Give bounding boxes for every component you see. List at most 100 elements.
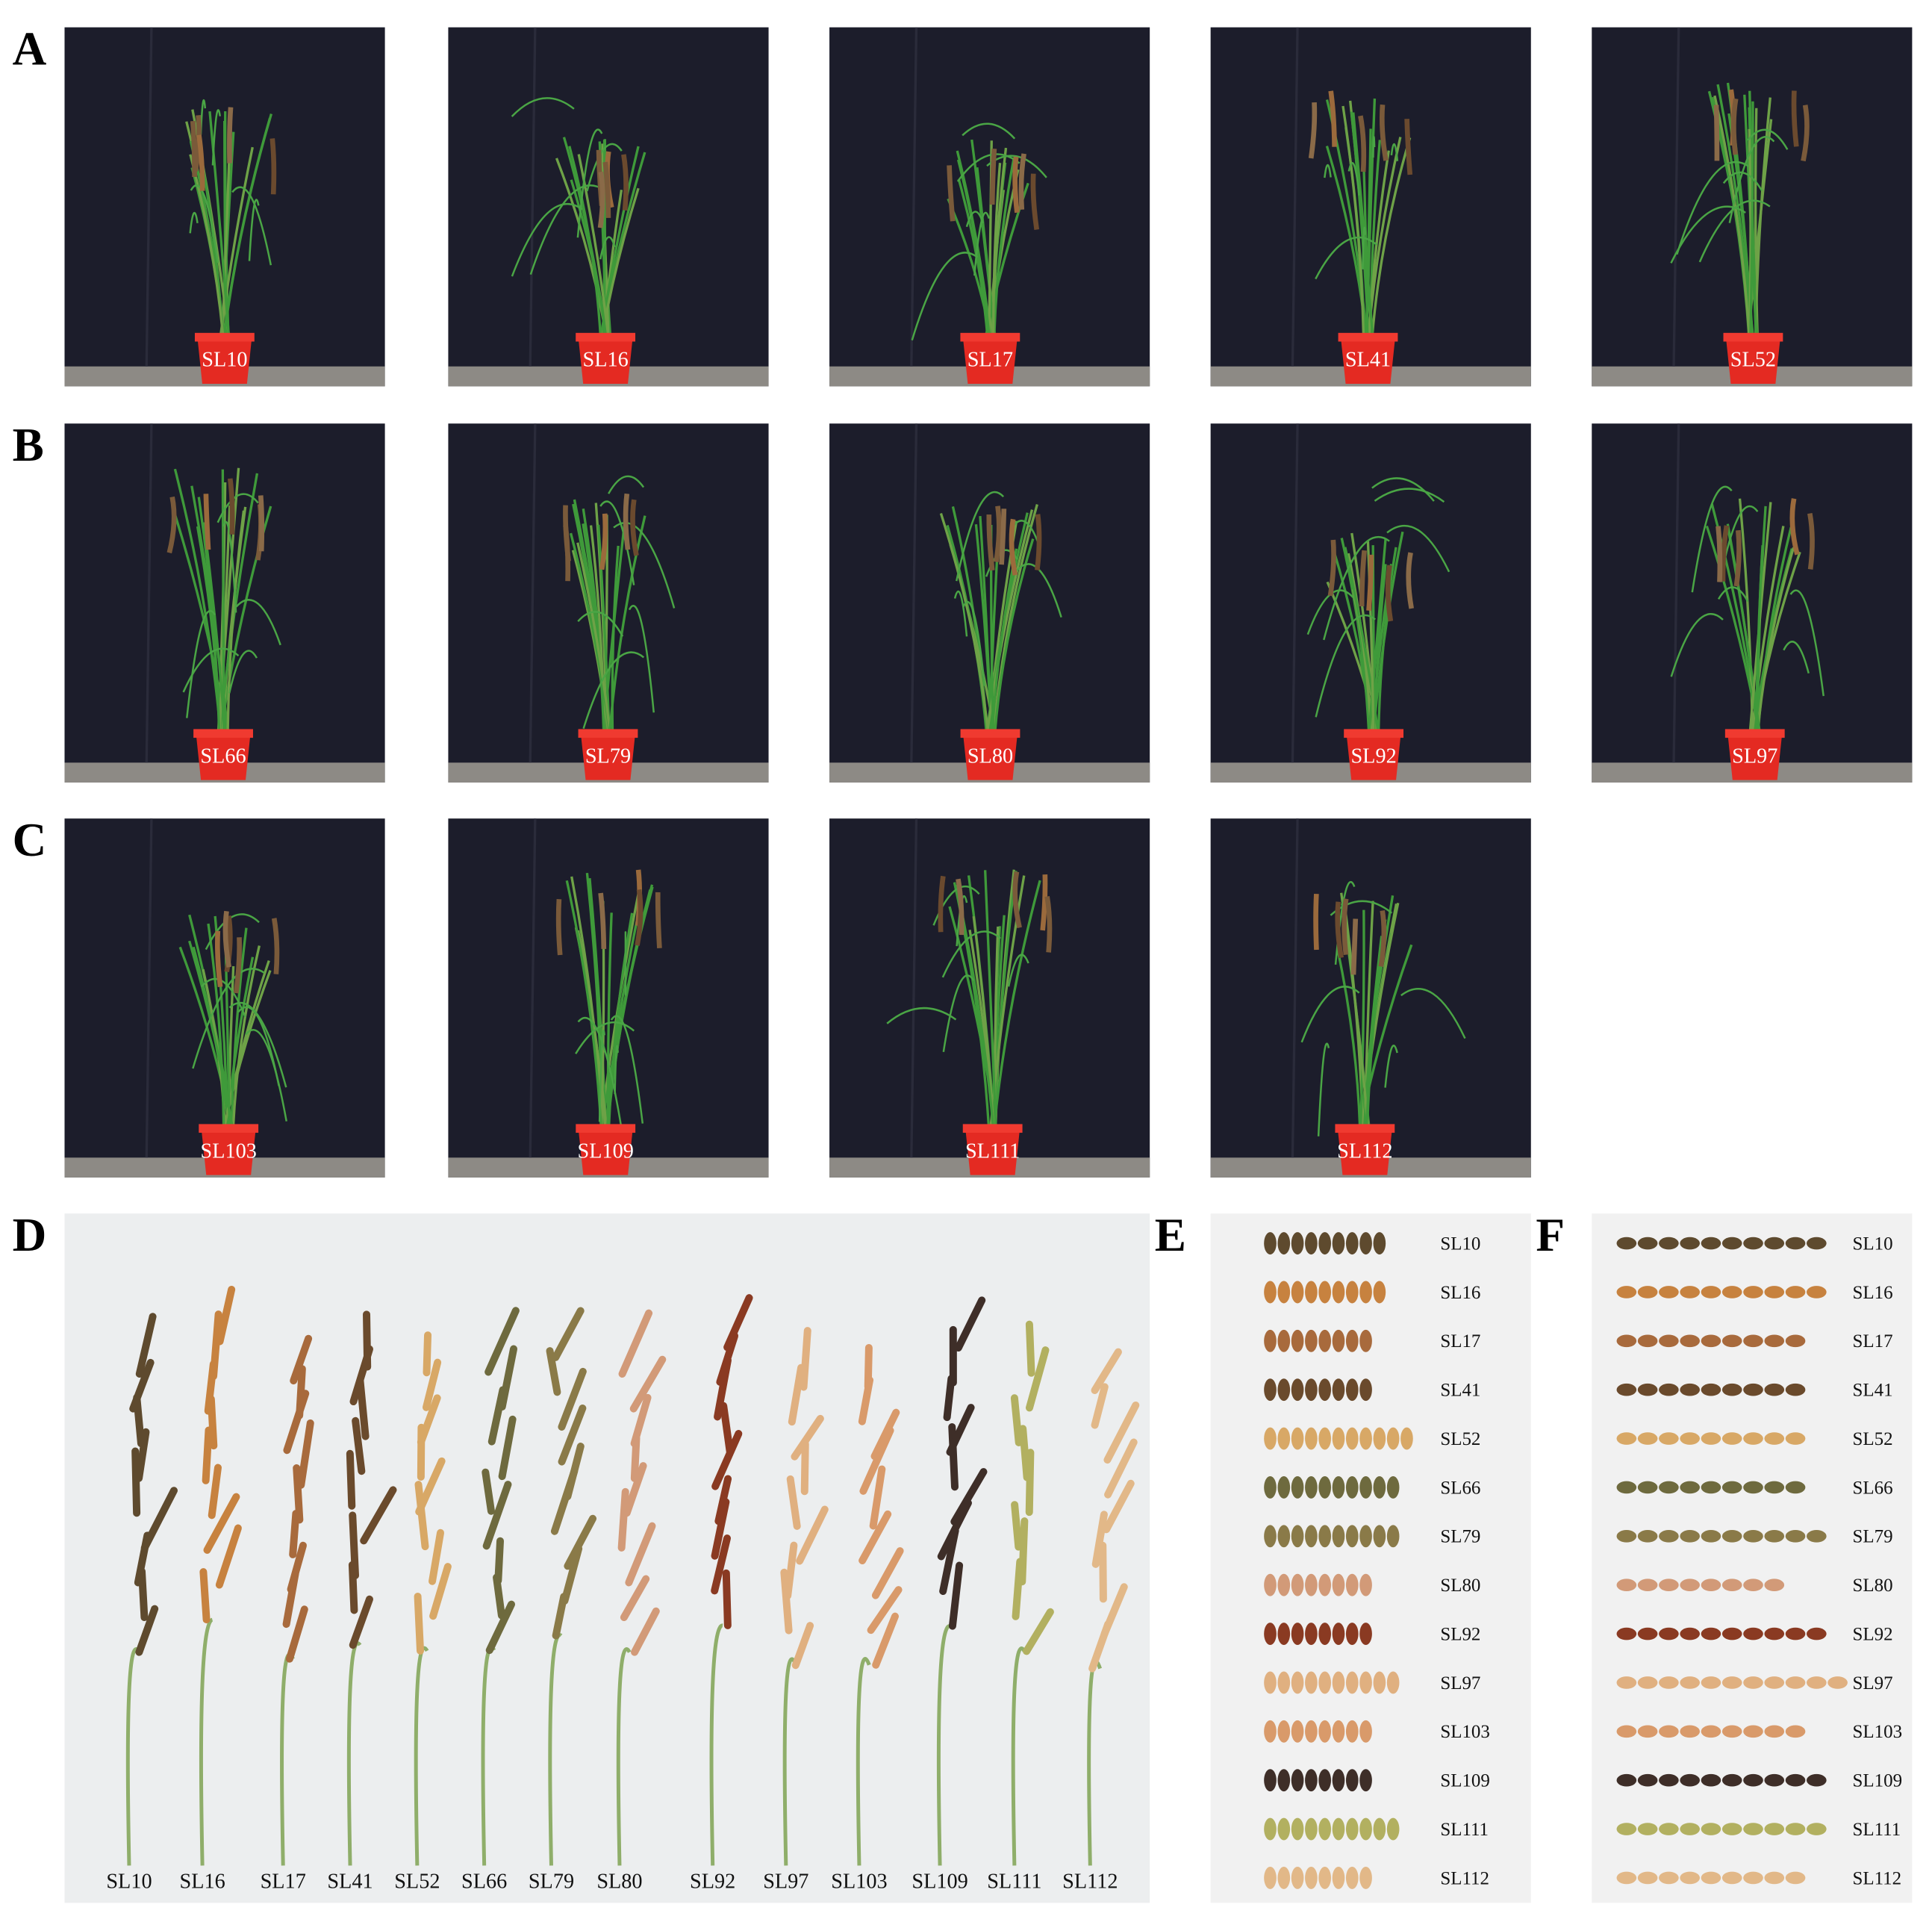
seed <box>1680 1725 1700 1738</box>
seed <box>1373 1475 1386 1499</box>
seed <box>1701 1773 1721 1787</box>
spikelets <box>564 1443 585 1501</box>
seed <box>1721 1383 1742 1396</box>
spikelets <box>620 1575 650 1622</box>
blade <box>1362 226 1367 270</box>
fold <box>145 818 153 1158</box>
seed <box>1305 1623 1318 1646</box>
seed <box>1277 1769 1291 1792</box>
seed <box>1291 1573 1304 1596</box>
seed <box>1277 1281 1291 1304</box>
fold <box>910 423 918 763</box>
plant-photo: SL10 <box>64 27 385 387</box>
seed <box>1721 1432 1742 1445</box>
panel-label: F <box>1536 1209 1565 1261</box>
blade <box>1676 161 1750 255</box>
seed <box>1277 1573 1291 1596</box>
spikelets <box>711 1430 743 1490</box>
blade <box>942 974 975 1052</box>
seed <box>1359 1232 1372 1255</box>
seed <box>1359 1378 1372 1402</box>
blade <box>192 968 265 1069</box>
seed <box>1721 1773 1742 1787</box>
seed <box>1721 1676 1742 1689</box>
seed-label: SL16 <box>1853 1283 1893 1303</box>
panicle <box>956 878 965 936</box>
panicle-label: SL103 <box>831 1870 887 1893</box>
seed <box>1264 1769 1277 1792</box>
seed <box>1305 1769 1318 1792</box>
panicle <box>623 493 631 550</box>
spikelets <box>356 1377 370 1440</box>
seed <box>1318 1329 1331 1352</box>
seed <box>1332 1573 1345 1596</box>
panicle <box>602 161 611 218</box>
spikelets <box>722 1569 732 1629</box>
seed <box>1785 1676 1806 1689</box>
spikelets <box>786 1475 801 1530</box>
panicle-label: SL41 <box>327 1870 373 1893</box>
panicle <box>1335 901 1344 959</box>
pot-rim <box>962 1124 1023 1133</box>
seed <box>1332 1671 1345 1694</box>
seed <box>1721 1237 1742 1250</box>
seed <box>1764 1530 1785 1543</box>
seed <box>1659 1432 1679 1445</box>
panicle-label: SL10 <box>106 1870 152 1893</box>
blade <box>235 599 281 646</box>
blade <box>211 109 222 166</box>
panicle <box>655 892 662 948</box>
blade <box>599 236 616 260</box>
seed <box>1637 1334 1658 1348</box>
plant-photo: SL97 <box>1592 423 1913 783</box>
seed <box>1359 1475 1372 1499</box>
leaf <box>226 510 246 733</box>
seed <box>1359 1769 1372 1792</box>
seed <box>1764 1481 1785 1494</box>
blade <box>1315 236 1378 280</box>
panicle <box>1366 554 1374 611</box>
blade <box>1390 143 1399 161</box>
panicle <box>999 508 1007 565</box>
seed <box>1305 1817 1318 1841</box>
blade <box>598 1030 605 1122</box>
spikelets <box>1091 1511 1108 1568</box>
seed <box>1764 1383 1785 1396</box>
panicle <box>1380 104 1389 161</box>
panicle <box>621 154 629 211</box>
seed <box>1701 1432 1721 1445</box>
seed <box>1305 1866 1318 1889</box>
spikelets <box>296 1365 306 1419</box>
blade <box>1317 1042 1330 1136</box>
seed <box>1721 1627 1742 1640</box>
plant-photo: SL111 <box>829 818 1150 1178</box>
seed <box>1721 1725 1742 1738</box>
panicle-label: SL79 <box>529 1870 574 1893</box>
seed-label: SL97 <box>1853 1673 1893 1693</box>
blade <box>1400 988 1466 1039</box>
seed <box>1616 1725 1637 1738</box>
stalk <box>616 1647 632 1866</box>
leaf <box>993 157 1015 337</box>
blade <box>1722 171 1763 192</box>
spikelets <box>1103 1401 1140 1464</box>
blade <box>231 186 272 266</box>
seed <box>1345 1329 1359 1352</box>
seed <box>1785 1627 1806 1640</box>
panicle <box>1404 119 1413 175</box>
spikelets <box>1011 1501 1023 1551</box>
seed <box>1264 1671 1277 1694</box>
seed <box>1318 1671 1331 1694</box>
seed <box>1807 1627 1827 1640</box>
spikelets <box>791 1622 814 1670</box>
blade <box>1324 164 1332 178</box>
spikelets <box>714 1475 732 1525</box>
blade <box>245 1029 287 1122</box>
seed <box>1659 1383 1679 1396</box>
seed <box>1318 1378 1331 1402</box>
panicle-label: SL92 <box>690 1870 735 1893</box>
sample-label: SL97 <box>1732 744 1777 768</box>
pot <box>1337 1128 1392 1175</box>
seed <box>1291 1475 1304 1499</box>
blade <box>1384 1045 1398 1088</box>
